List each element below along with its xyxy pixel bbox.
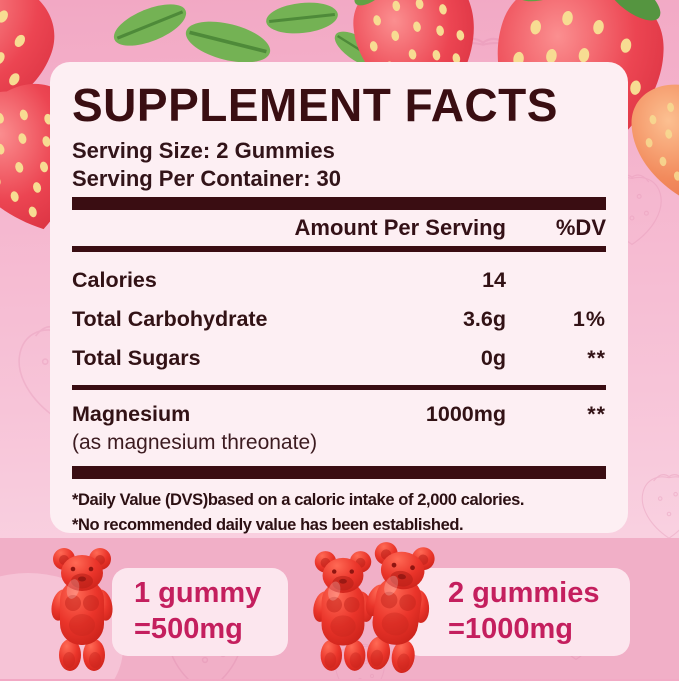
nutrient-name: Total Carbohydrate (72, 307, 268, 331)
nutrient-dv: ** (587, 346, 606, 370)
serving-size-text: Serving Size: 2 Gummies (72, 138, 335, 163)
nutrient-name: Total Sugars (72, 346, 201, 370)
nutrient-amount: 1000mg (425, 402, 506, 426)
facts-table: Calories 14 Total Carbohydrate 3.6g 1% T… (72, 261, 606, 378)
table-row-magnesium: Magnesium 1000mg ** (as magnesium threon… (72, 401, 606, 456)
footnote-no-rdv: *No recommended daily value has been est… (72, 516, 464, 534)
supplement-facts-panel: SUPPLEMENT FACTS Serving Size: 2 Gummies… (50, 62, 628, 534)
table-row-carbohydrate: Total Carbohydrate 3.6g 1% (72, 300, 606, 339)
dosage-single-line2: =500mg (134, 613, 243, 645)
dv-header: %DV (555, 215, 606, 240)
table-row-calories: Calories 14 (72, 261, 606, 300)
divider-thin (72, 385, 606, 390)
nutrient-amount: 0g (480, 346, 506, 370)
divider-thick (72, 197, 606, 210)
dosage-single-line1: 1 gummy (134, 577, 262, 609)
gummy-bear-icon (48, 548, 116, 671)
nutrient-name: Calories (72, 268, 157, 292)
nutrient-dv: ** (587, 402, 606, 426)
dosage-double-line1: 2 gummies (448, 577, 600, 609)
dosage-box-single: 1 gummy =500mg (112, 568, 288, 656)
nutrient-source-text: (as magnesium threonate) (72, 431, 318, 454)
page-title: SUPPLEMENT FACTS (72, 79, 558, 131)
amount-per-serving-header: Amount Per Serving (294, 215, 506, 240)
divider-thick (72, 466, 606, 479)
table-header-row: Amount Per Serving %DV (72, 210, 606, 246)
nutrient-amount: 14 (482, 268, 506, 292)
footnotes: *Daily Value (DVS)based on a caloric int… (72, 488, 606, 538)
dosage-double-line2: =1000mg (448, 613, 573, 645)
footnote-daily-value: *Daily Value (DVS)based on a caloric int… (72, 491, 525, 509)
table-row-sugars: Total Sugars 0g ** (72, 339, 606, 378)
nutrient-dv: 1% (572, 307, 606, 331)
strawberry-icon (656, 210, 679, 426)
serving-per-container-text: Serving Per Container: 30 (72, 166, 341, 191)
dosage-box-double: 2 gummies =1000mg (404, 568, 630, 656)
nutrient-amount: 3.6g (462, 307, 506, 331)
divider-medium (72, 246, 606, 252)
nutrient-name: Magnesium (72, 402, 191, 426)
